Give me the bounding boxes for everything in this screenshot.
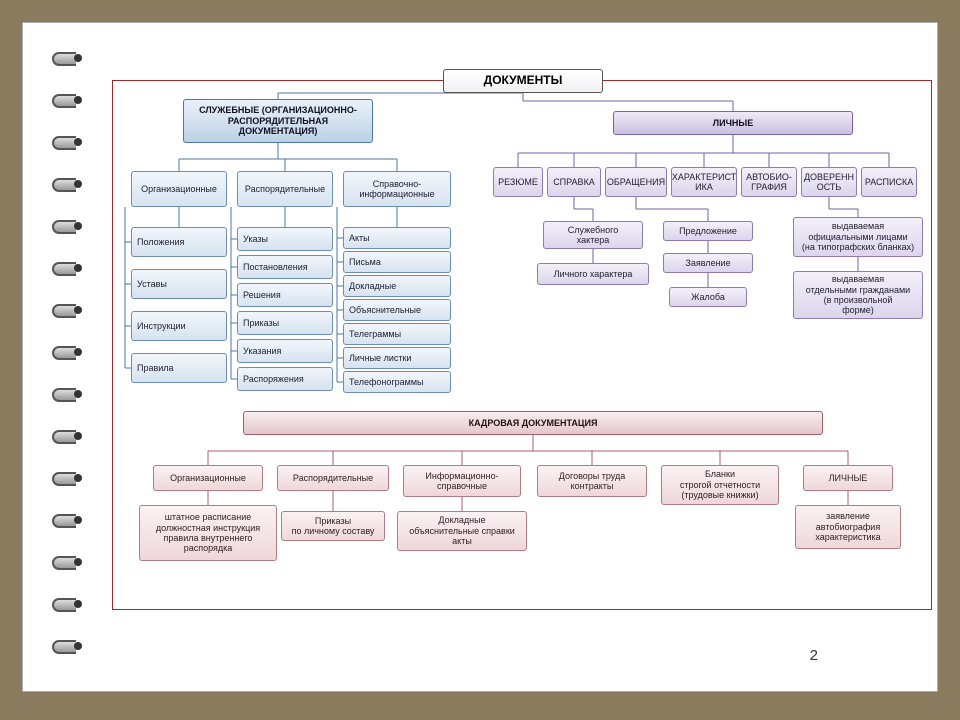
pink-leaf-3: заявлениеавтобиографияхарактеристика bbox=[795, 505, 901, 549]
blue-leaf-rasp-2: Решения bbox=[237, 283, 333, 307]
pink-leaf-1: Приказыпо личному составу bbox=[281, 511, 385, 541]
blue-leaf-org-2: Инструкции bbox=[131, 311, 227, 341]
purple-dov-0: выдаваемаяофициальными лицами(на типогра… bbox=[793, 217, 923, 257]
pink-cat-4: Бланкистрогой отчетности(трудовые книжки… bbox=[661, 465, 779, 505]
pink-header: КАДРОВАЯ ДОКУМЕНТАЦИЯ bbox=[243, 411, 823, 435]
blue-leaf-spr-1: Письма bbox=[343, 251, 451, 273]
pink-cat-3: Договоры трудаконтракты bbox=[537, 465, 647, 497]
purple-cat-5: ДОВЕРЕННОСТЬ bbox=[801, 167, 857, 197]
pink-cat-5: ЛИЧНЫЕ bbox=[803, 465, 893, 491]
blue-leaf-org-0: Положения bbox=[131, 227, 227, 257]
blue-leaf-spr-4: Телеграммы bbox=[343, 323, 451, 345]
purple-obr-0: Предложение bbox=[663, 221, 753, 241]
blue-leaf-spr-3: Объяснительные bbox=[343, 299, 451, 321]
blue-group-1: Распорядительные bbox=[237, 171, 333, 207]
pink-cat-2: Информационно-справочные bbox=[403, 465, 521, 497]
pink-leaf-2: Докладныеобъяснительные справкиакты bbox=[397, 511, 527, 551]
blue-group-0: Организационные bbox=[131, 171, 227, 207]
binder-rings bbox=[58, 52, 82, 692]
page-number: 2 bbox=[810, 647, 818, 664]
blue-leaf-spr-6: Телефонограммы bbox=[343, 371, 451, 393]
pink-cat-0: Организационные bbox=[153, 465, 263, 491]
purple-cat-4: АВТОБИО-ГРАФИЯ bbox=[741, 167, 797, 197]
blue-leaf-org-1: Уставы bbox=[131, 269, 227, 299]
purple-cat-6: РАСПИСКА bbox=[861, 167, 917, 197]
blue-leaf-rasp-5: Распоряжения bbox=[237, 367, 333, 391]
purple-obr-1: Заявление bbox=[663, 253, 753, 273]
purple-obr-2: Жалоба bbox=[669, 287, 747, 307]
org-chart-diagram: ДОКУМЕНТЫСЛУЖЕБНЫЕ (ОРГАНИЗАЦИОННО-РАСПО… bbox=[112, 80, 932, 610]
purple-dov-1: выдаваемаяотдельными гражданами(в произв… bbox=[793, 271, 923, 319]
blue-leaf-spr-5: Личные листки bbox=[343, 347, 451, 369]
pink-leaf-0: штатное расписаниедолжностная инструкция… bbox=[139, 505, 277, 561]
root-documents: ДОКУМЕНТЫ bbox=[443, 69, 603, 93]
purple-cat-3: ХАРАКТЕРИСТИКА bbox=[671, 167, 737, 197]
paper-sheet: ДОКУМЕНТЫ СЛУЖЕБНЫЕ (ОРГАНИЗАЦИОННО-РАСПО… bbox=[22, 22, 938, 692]
blue-leaf-rasp-3: Приказы bbox=[237, 311, 333, 335]
blue-leaf-rasp-1: Постановления bbox=[237, 255, 333, 279]
pink-cat-1: Распорядительные bbox=[277, 465, 389, 491]
blue-group-2: Справочно-информационные bbox=[343, 171, 451, 207]
purple-cat-0: РЕЗЮМЕ bbox=[493, 167, 543, 197]
purple-header: ЛИЧНЫЕ bbox=[613, 111, 853, 135]
blue-leaf-rasp-0: Указы bbox=[237, 227, 333, 251]
purple-spravka-1: Личного характера bbox=[537, 263, 649, 285]
purple-cat-2: ОБРАЩЕНИЯ bbox=[605, 167, 667, 197]
purple-cat-1: СПРАВКА bbox=[547, 167, 601, 197]
purple-spravka-0: Служебногохактера bbox=[543, 221, 643, 249]
blue-leaf-org-3: Правила bbox=[131, 353, 227, 383]
blue-leaf-rasp-4: Указания bbox=[237, 339, 333, 363]
blue-header: СЛУЖЕБНЫЕ (ОРГАНИЗАЦИОННО-РАСПОРЯДИТЕЛЬН… bbox=[183, 99, 373, 143]
blue-leaf-spr-2: Докладные bbox=[343, 275, 451, 297]
blue-leaf-spr-0: Акты bbox=[343, 227, 451, 249]
